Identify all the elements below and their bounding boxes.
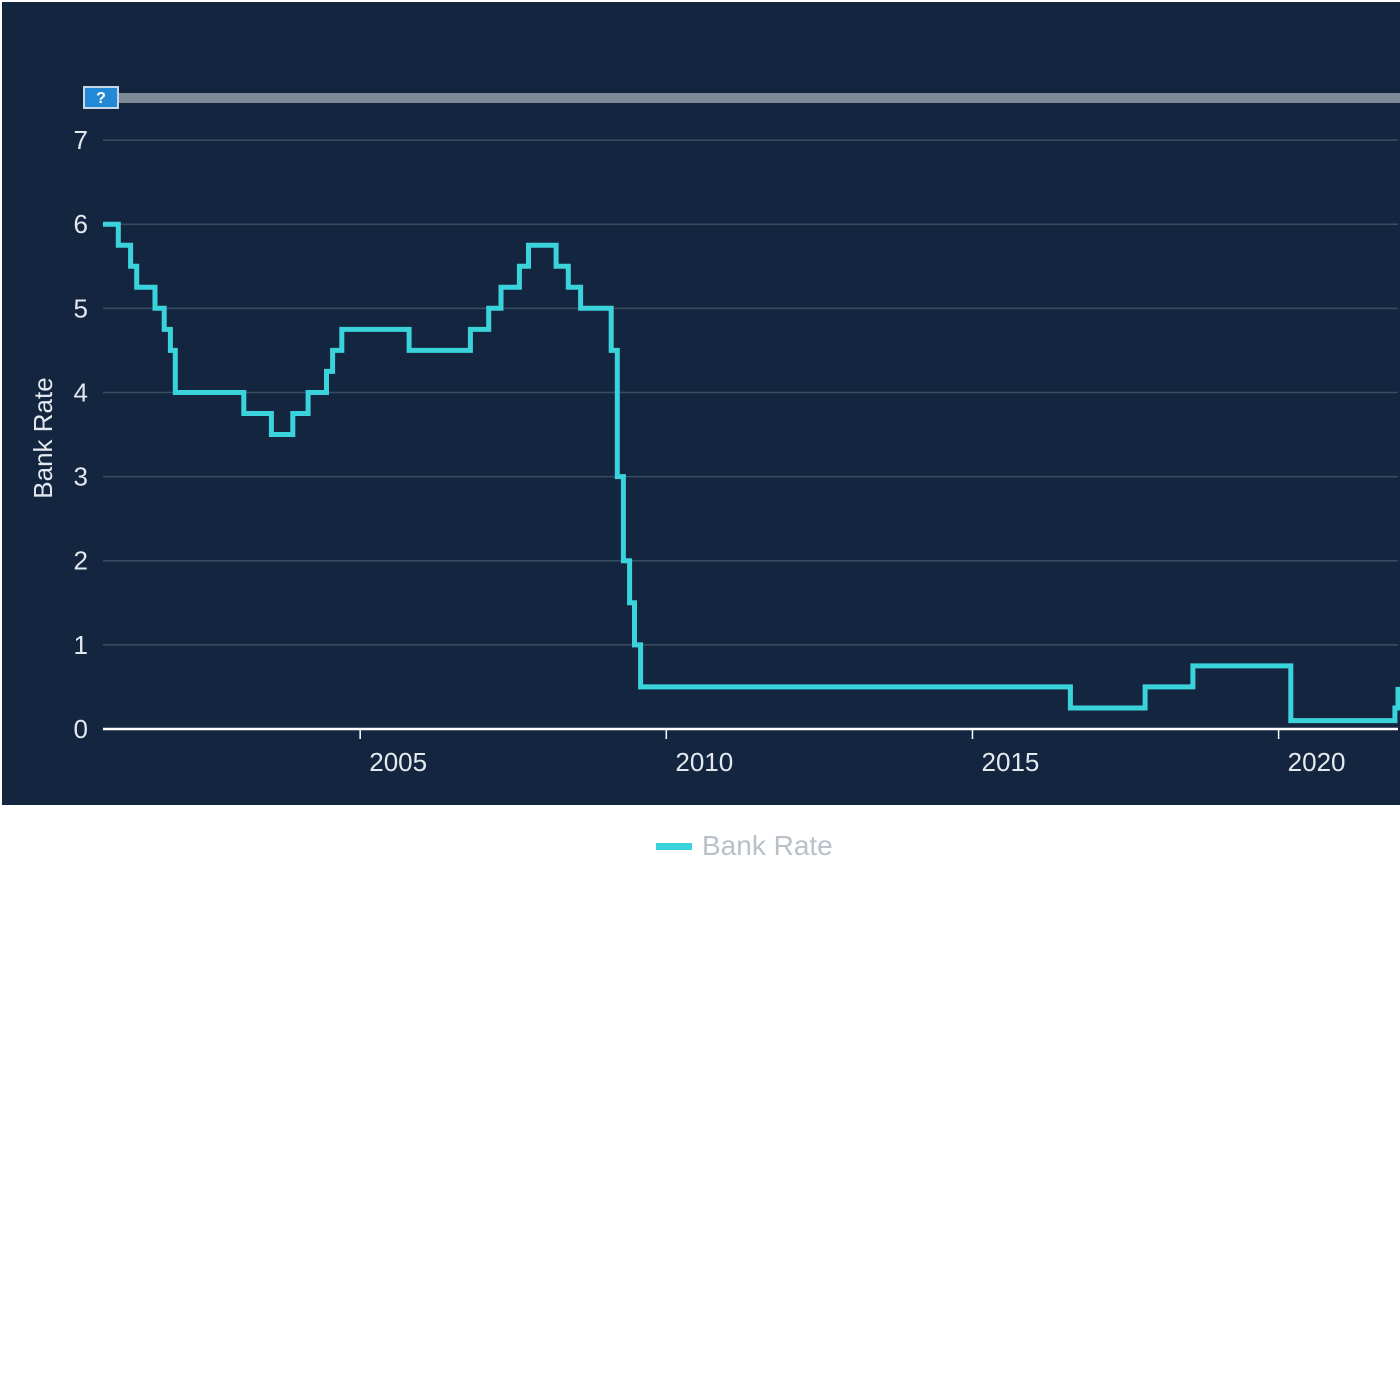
range-selector[interactable]: ? bbox=[83, 86, 1400, 109]
y-tick-label: 1 bbox=[74, 630, 88, 660]
y-tick-label: 6 bbox=[74, 209, 88, 239]
y-tick-label: 7 bbox=[74, 125, 88, 155]
y-tick-label: 4 bbox=[74, 377, 88, 407]
y-tick-label: 0 bbox=[74, 714, 88, 744]
x-tick-label: 2020 bbox=[1288, 747, 1346, 777]
legend[interactable]: Bank Rate bbox=[656, 830, 833, 861]
range-selector-bar[interactable] bbox=[110, 93, 1400, 103]
x-axis-ticks: 2005 2010 2015 2020 bbox=[359, 729, 1346, 777]
help-icon-label: ? bbox=[96, 90, 106, 107]
legend-swatch-bank-rate bbox=[656, 843, 692, 850]
y-tick-label: 3 bbox=[74, 462, 88, 492]
x-tick-label: 2015 bbox=[982, 747, 1040, 777]
y-tick-label: 5 bbox=[74, 293, 88, 323]
x-tick-label: 2010 bbox=[675, 747, 733, 777]
help-icon[interactable] bbox=[83, 86, 119, 109]
chart-panel bbox=[2, 2, 1400, 805]
y-axis-label: Bank Rate bbox=[28, 377, 58, 498]
series-line-bank-rate[interactable] bbox=[103, 221, 1400, 724]
y-tick-label: 2 bbox=[74, 546, 88, 576]
legend-label-bank-rate[interactable]: Bank Rate bbox=[702, 830, 833, 861]
gridlines bbox=[103, 139, 1398, 646]
y-axis-ticks: 0 1 2 3 4 5 6 7 bbox=[74, 125, 88, 744]
x-tick-label: 2005 bbox=[369, 747, 427, 777]
